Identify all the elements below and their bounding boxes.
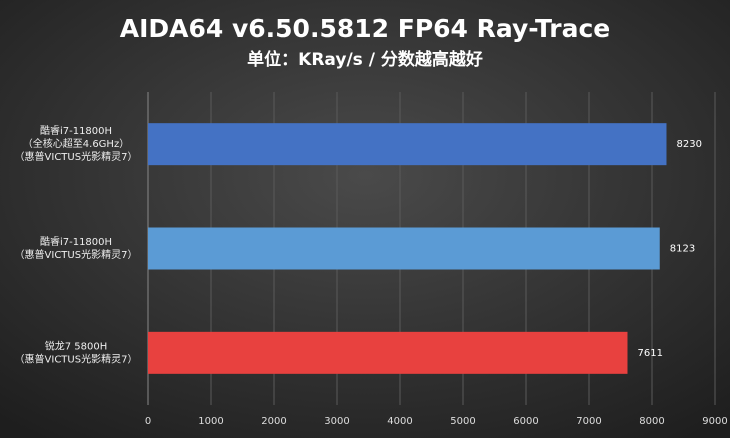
y-tick-label: （惠普VICTUS光影精灵7） xyxy=(15,352,138,365)
value-label: 7611 xyxy=(637,348,662,359)
value-label: 8230 xyxy=(676,139,701,150)
y-tick-label: （惠普VICTUS光影精灵7） xyxy=(15,150,138,163)
value-label: 8123 xyxy=(670,244,695,255)
x-tick-label: 5000 xyxy=(450,416,475,427)
x-tick-label: 9000 xyxy=(702,416,727,427)
chart-subtitle: 单位：KRay/s / 分数越高越好 xyxy=(247,49,483,70)
bar xyxy=(148,227,660,270)
chart-title: AIDA64 v6.50.5812 FP64 Ray-Trace xyxy=(120,14,611,43)
bar xyxy=(148,123,667,166)
y-tick-label: 酷睿i7-11800H xyxy=(40,124,112,137)
x-tick-label: 8000 xyxy=(639,416,664,427)
y-tick-label: 酷睿i7-11800H xyxy=(40,235,112,248)
x-tick-label: 3000 xyxy=(324,416,349,427)
x-tick-label: 0 xyxy=(145,416,151,427)
x-tick-label: 1000 xyxy=(198,416,223,427)
x-tick-label: 6000 xyxy=(513,416,538,427)
y-tick-label: 锐龙7 5800H xyxy=(45,339,108,352)
x-tick-label: 7000 xyxy=(576,416,601,427)
x-tick-label: 2000 xyxy=(261,416,286,427)
y-tick-label: （全核心超至4.6GHz） xyxy=(23,137,129,150)
x-tick-label: 4000 xyxy=(387,416,412,427)
y-tick-label: （惠普VICTUS光影精灵7） xyxy=(15,248,138,261)
bar xyxy=(148,331,628,374)
